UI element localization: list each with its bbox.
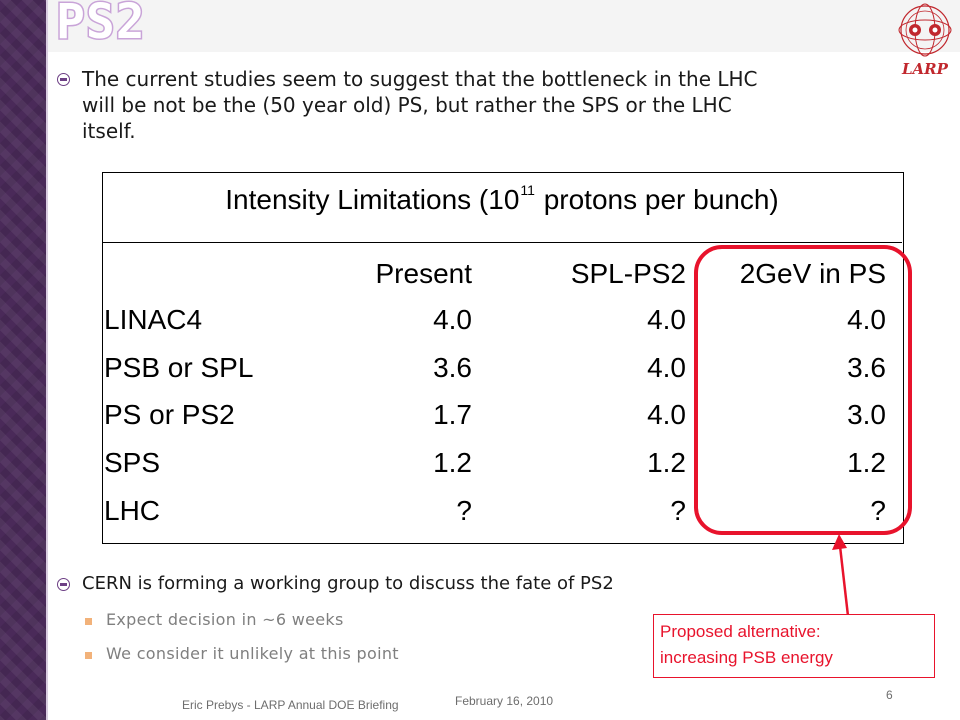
table-header: Intensity Limitations (1011 protons per …	[102, 172, 902, 243]
table-title-text-end: protons per bunch)	[535, 184, 779, 215]
column-header-2gev-in-ps: 2GeV in PS	[739, 258, 886, 289]
footer-author: Eric Prebys - LARP Annual DOE Briefing	[182, 698, 399, 712]
sub-bullet-2: We consider it unlikely at this point	[106, 644, 399, 663]
row-label-ps-or-ps2: PS or PS2	[104, 399, 235, 430]
intensity-table	[102, 172, 904, 544]
highlight-rounded-box	[694, 245, 912, 535]
bullet-2: CERN is forming a working group to discu…	[82, 573, 614, 594]
callout-line-2: increasing PSB energy	[660, 648, 833, 667]
table-cell: 3.0	[847, 399, 886, 430]
table-cell: 4.0	[647, 352, 686, 383]
table-title-text: Intensity Limitations (10	[225, 184, 520, 215]
table-cell: 1.2	[647, 447, 686, 478]
callout-line-1: Proposed alternative:	[660, 622, 821, 641]
bullet-1-line-3: itself.	[82, 119, 136, 143]
sub-bullet-icon	[85, 652, 92, 659]
table-cell: 4.0	[647, 399, 686, 430]
table-cell: 1.2	[847, 447, 886, 478]
callout-arrow-icon	[832, 534, 850, 617]
title-bar	[48, 0, 960, 52]
larp-logo-icon	[898, 3, 952, 57]
table-cell: 1.7	[433, 399, 472, 430]
table-cell: 3.6	[847, 352, 886, 383]
row-label-psb-or-spl: PSB or SPL	[104, 352, 254, 383]
table-cell: 4.0	[647, 304, 686, 335]
left-decorative-band	[0, 0, 46, 720]
row-label-lhc: LHC	[104, 495, 161, 526]
row-label-sps: SPS	[104, 447, 161, 478]
bullet-1-line-1: The current studies seem to suggest that…	[82, 67, 758, 91]
page-number: 6	[886, 688, 893, 702]
table-cell: ?	[870, 495, 886, 526]
logo-label: LARP	[902, 60, 948, 78]
table-title: Intensity Limitations (1011 protons per …	[102, 182, 902, 216]
row-label-linac4: LINAC4	[104, 304, 203, 335]
table-cell: ?	[456, 495, 472, 526]
slide-title: PS2	[55, 0, 147, 52]
table-cell: 1.2	[433, 447, 472, 478]
table-cell: 3.6	[433, 352, 472, 383]
column-header-present: Present	[375, 258, 473, 289]
bullet-1-line-2: will be not be the (50 year old) PS, but…	[82, 93, 732, 117]
bullet-1: The current studies seem to suggest that…	[82, 66, 882, 144]
bullet-icon	[57, 578, 70, 591]
callout-text: Proposed alternative: increasing PSB ene…	[660, 619, 833, 671]
callout-box: Proposed alternative: increasing PSB ene…	[653, 614, 935, 678]
table-cell: 4.0	[433, 304, 472, 335]
table-title-superscript: 11	[520, 182, 535, 198]
bullet-icon	[57, 73, 70, 86]
column-header-spl-ps2: SPL-PS2	[570, 258, 686, 289]
table-cell: 4.0	[847, 304, 886, 335]
table-cell: ?	[670, 495, 686, 526]
footer-date: February 16, 2010	[455, 694, 554, 708]
sub-bullet-1: Expect decision in ~6 weeks	[106, 610, 344, 629]
sub-bullet-icon	[85, 618, 92, 625]
left-divider	[46, 0, 48, 720]
